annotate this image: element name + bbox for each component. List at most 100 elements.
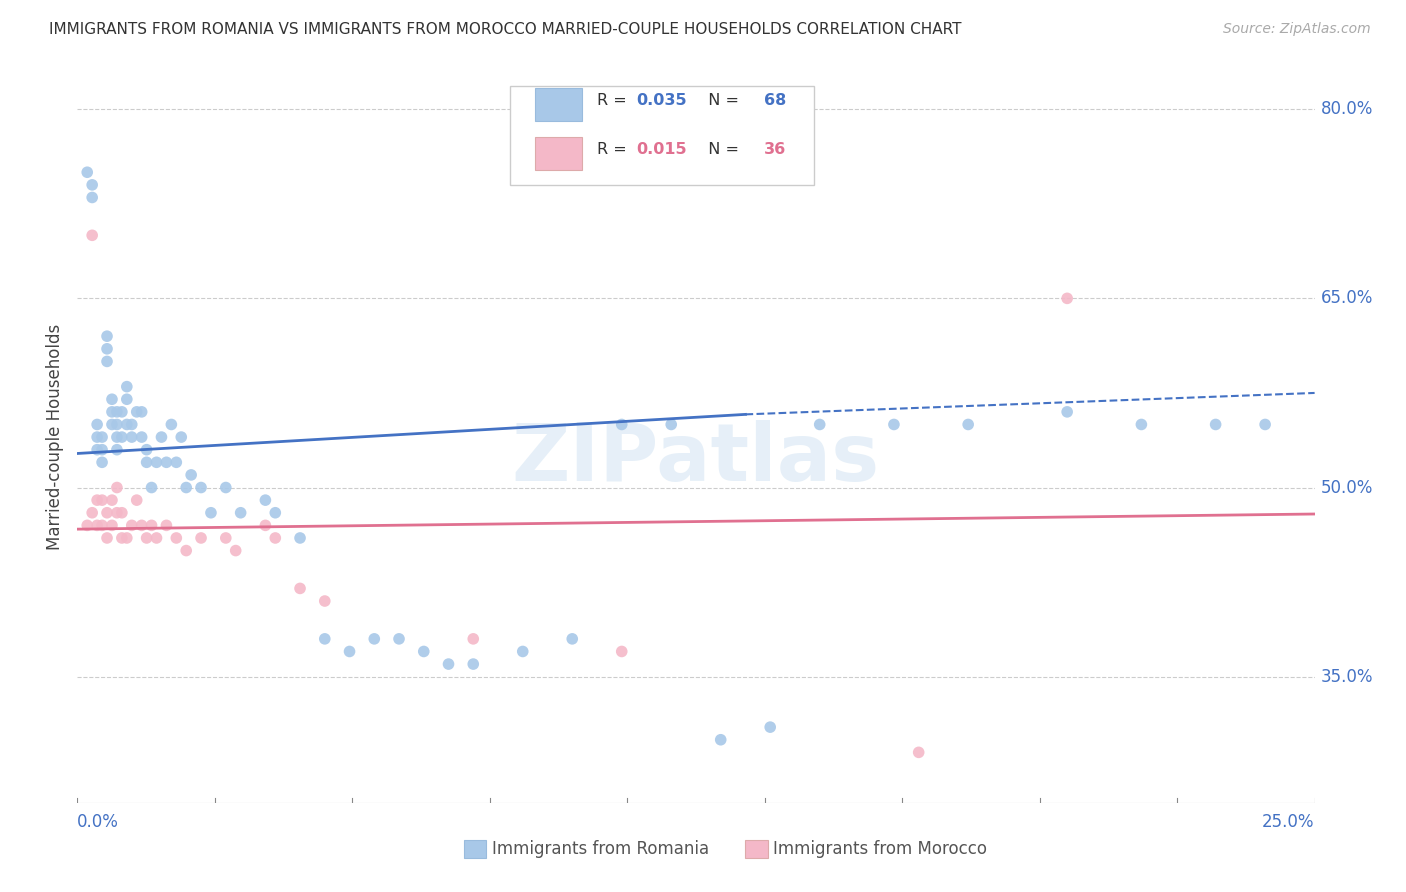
Point bbox=[111, 506, 134, 520]
Text: Source: ZipAtlas.com: Source: ZipAtlas.com bbox=[1223, 22, 1371, 37]
Text: 65.0%: 65.0% bbox=[1320, 289, 1374, 308]
Point bbox=[105, 442, 128, 457]
Point bbox=[115, 379, 138, 393]
Point bbox=[288, 531, 311, 545]
Point bbox=[86, 493, 108, 508]
Point bbox=[659, 417, 682, 432]
FancyBboxPatch shape bbox=[510, 86, 814, 185]
Text: 80.0%: 80.0% bbox=[1320, 100, 1374, 119]
Point bbox=[512, 644, 534, 658]
Point bbox=[1056, 291, 1078, 305]
Point bbox=[111, 430, 134, 444]
Point bbox=[288, 582, 311, 596]
Point bbox=[174, 543, 197, 558]
Text: N =: N = bbox=[699, 93, 745, 108]
Text: 35.0%: 35.0% bbox=[1320, 668, 1374, 686]
Text: Married-couple Households: Married-couple Households bbox=[46, 324, 65, 550]
Point bbox=[121, 518, 143, 533]
Point bbox=[91, 430, 114, 444]
Point bbox=[131, 518, 153, 533]
Point bbox=[101, 518, 124, 533]
Point bbox=[145, 455, 167, 469]
Point bbox=[145, 531, 167, 545]
Point bbox=[101, 405, 124, 419]
Point bbox=[101, 417, 124, 432]
Text: 25.0%: 25.0% bbox=[1263, 813, 1315, 830]
Point bbox=[190, 481, 212, 495]
Point bbox=[105, 405, 128, 419]
Point bbox=[141, 518, 163, 533]
Point bbox=[463, 632, 485, 646]
Point bbox=[155, 518, 177, 533]
Point bbox=[264, 531, 287, 545]
Text: N =: N = bbox=[699, 142, 745, 157]
Point bbox=[86, 442, 108, 457]
Point bbox=[339, 644, 361, 658]
Text: ZIPatlas: ZIPatlas bbox=[512, 420, 880, 498]
Point bbox=[115, 417, 138, 432]
Point bbox=[135, 442, 157, 457]
Point bbox=[105, 481, 128, 495]
Point bbox=[105, 430, 128, 444]
Point bbox=[82, 190, 104, 204]
Point bbox=[759, 720, 782, 734]
Point bbox=[121, 417, 143, 432]
Point bbox=[101, 392, 124, 407]
Text: R =: R = bbox=[598, 142, 631, 157]
Point bbox=[86, 417, 108, 432]
Point bbox=[610, 644, 633, 658]
Point bbox=[710, 732, 733, 747]
Text: IMMIGRANTS FROM ROMANIA VS IMMIGRANTS FROM MOROCCO MARRIED-COUPLE HOUSEHOLDS COR: IMMIGRANTS FROM ROMANIA VS IMMIGRANTS FR… bbox=[49, 22, 962, 37]
Point bbox=[225, 543, 247, 558]
Point bbox=[91, 493, 114, 508]
Point bbox=[96, 531, 118, 545]
Point bbox=[170, 430, 193, 444]
Point bbox=[96, 329, 118, 343]
Point bbox=[155, 455, 177, 469]
Point bbox=[131, 430, 153, 444]
Point bbox=[215, 481, 238, 495]
Text: 0.0%: 0.0% bbox=[77, 813, 120, 830]
Text: 68: 68 bbox=[763, 93, 786, 108]
Point bbox=[215, 531, 238, 545]
Text: Immigrants from Morocco: Immigrants from Morocco bbox=[773, 840, 987, 858]
Point bbox=[101, 493, 124, 508]
Text: Immigrants from Romania: Immigrants from Romania bbox=[492, 840, 709, 858]
Point bbox=[190, 531, 212, 545]
Point bbox=[180, 467, 202, 482]
Point bbox=[76, 518, 98, 533]
Point bbox=[165, 455, 187, 469]
Point bbox=[150, 430, 173, 444]
Point bbox=[463, 657, 485, 671]
Point bbox=[82, 506, 104, 520]
Point bbox=[115, 531, 138, 545]
Text: 0.035: 0.035 bbox=[637, 93, 688, 108]
Point bbox=[1254, 417, 1277, 432]
Point bbox=[82, 178, 104, 192]
Point bbox=[111, 405, 134, 419]
Point bbox=[115, 392, 138, 407]
FancyBboxPatch shape bbox=[536, 87, 582, 121]
Point bbox=[86, 518, 108, 533]
Point bbox=[105, 417, 128, 432]
Point bbox=[610, 417, 633, 432]
Point bbox=[125, 493, 148, 508]
Point bbox=[76, 165, 98, 179]
Point bbox=[141, 481, 163, 495]
Point bbox=[96, 506, 118, 520]
Point bbox=[96, 354, 118, 368]
Point bbox=[131, 405, 153, 419]
Point bbox=[160, 417, 183, 432]
Point bbox=[883, 417, 905, 432]
Point bbox=[121, 430, 143, 444]
Point bbox=[96, 342, 118, 356]
Point bbox=[125, 405, 148, 419]
Point bbox=[314, 632, 336, 646]
Point bbox=[957, 417, 980, 432]
Point bbox=[165, 531, 187, 545]
Point bbox=[561, 632, 583, 646]
Point bbox=[229, 506, 252, 520]
Text: 0.015: 0.015 bbox=[637, 142, 688, 157]
Point bbox=[135, 531, 157, 545]
Point bbox=[412, 644, 434, 658]
